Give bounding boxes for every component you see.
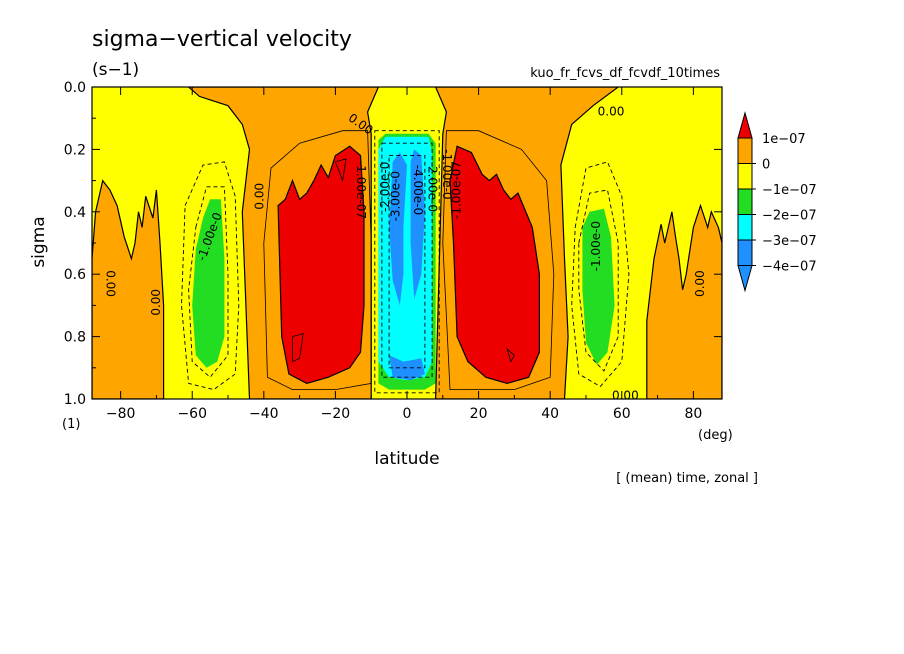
- region-blue-2: [389, 355, 425, 381]
- experiment-label: kuo_fr_fcvs_df_fcvdf_10times: [530, 66, 720, 81]
- contour-label: -1.00e-0: [589, 221, 603, 271]
- contour-label: -3.00e-0: [389, 171, 403, 221]
- color-legend: 1e−07 0 −1e−07 −2e−07 −3e−07 −4e−07: [737, 111, 817, 293]
- contour-solid-3: [646, 203, 722, 399]
- region-blue-1: [410, 149, 425, 300]
- legend-label: 0: [762, 158, 770, 173]
- contour-dashed-0: [181, 161, 240, 391]
- legend-swatch: [737, 188, 753, 215]
- contour-label: 0.00: [103, 270, 117, 297]
- contour-label: -1.00e-07: [450, 161, 464, 219]
- contour-dashed-6: [388, 155, 426, 369]
- y-tick-label: 0.2: [64, 142, 86, 158]
- x-tick-label: 40: [541, 406, 559, 422]
- contour-label: 0.00: [612, 388, 639, 402]
- axes: −80 −60 −40 −20 0 20 40 60 80 0.0 0.2 0.4 0.6 0.8 1.0: [64, 80, 723, 422]
- legend-swatch: [737, 137, 753, 164]
- plot-area: [92, 87, 722, 399]
- contour-solid-2: [434, 87, 620, 399]
- region-blue-0: [389, 152, 407, 306]
- contour-lines: [92, 87, 722, 399]
- units-label: (s−1): [92, 60, 139, 80]
- legend-arrow-top: [737, 111, 753, 139]
- y-axis-title: sigma: [29, 216, 49, 267]
- contour-solid-0: [92, 179, 165, 399]
- contour-solid-5: [449, 145, 540, 385]
- legend-label: −3e−07: [762, 234, 817, 249]
- region-red-1: [450, 146, 540, 384]
- y-axis-unit: (1): [62, 417, 80, 432]
- contour-label: 0.00: [253, 183, 267, 210]
- y-tick-label: 0.6: [64, 267, 86, 283]
- contour-thin-0: [263, 130, 372, 390]
- x-tick-label: 20: [470, 406, 488, 422]
- region-orange-0: [92, 180, 164, 399]
- footer-label: [ (mean) time, zonal ]: [616, 471, 758, 486]
- contour-dashed-4: [374, 130, 440, 394]
- contour-label: -1.00e-07: [354, 161, 368, 219]
- y-tick-label: 0.4: [64, 205, 86, 221]
- legend-label: −2e−07: [762, 209, 817, 224]
- y-tick-label: 0.8: [64, 330, 86, 346]
- x-tick-label: −40: [249, 406, 279, 422]
- x-tick-label: −20: [321, 406, 351, 422]
- y-tick-label: 0.0: [64, 80, 86, 96]
- contour-solid-1: [187, 87, 380, 399]
- y-tick-label: 1.0: [64, 392, 86, 408]
- contour-label: 0.00: [149, 289, 163, 316]
- region-orange-3: [646, 205, 722, 399]
- contour-thin-3: [506, 347, 515, 363]
- contour-thin-4: [334, 158, 347, 183]
- contour-label: 0.00: [693, 270, 707, 297]
- legend-swatch: [737, 214, 753, 241]
- legend-swatch: [737, 239, 753, 266]
- x-tick-label: 80: [684, 406, 702, 422]
- contour-label: -2.00e-0: [426, 162, 440, 212]
- contour-solid-4: [277, 145, 365, 385]
- contour-thin-1: [442, 130, 555, 390]
- contour-dashed-2: [571, 161, 630, 388]
- chart-title: sigma−vertical velocity: [92, 27, 352, 52]
- x-axis-unit: (deg): [698, 428, 733, 443]
- x-tick-label: 0: [403, 406, 412, 422]
- legend-arrow-bottom: [737, 265, 753, 293]
- contour-label: -2.00e-0: [378, 162, 392, 212]
- region-green-1: [582, 208, 615, 365]
- legend-swatch: [737, 163, 753, 190]
- legend-label: −4e−07: [762, 260, 817, 275]
- contour-label: -4.00e-0: [411, 165, 425, 215]
- x-tick-label: 60: [613, 406, 631, 422]
- contour-dashed-3: [578, 189, 619, 372]
- region-red-0: [278, 146, 364, 384]
- contour-thin-2: [292, 332, 304, 363]
- legend-label: −1e−07: [762, 183, 817, 198]
- contour-label: 0.00: [598, 104, 625, 118]
- legend-label: 1e−07: [762, 132, 806, 147]
- x-tick-label: −60: [177, 406, 207, 422]
- x-tick-label: −80: [106, 406, 136, 422]
- region-green-0: [192, 199, 225, 368]
- x-axis-title: latitude: [374, 449, 439, 469]
- contour-label: -1.00e-0: [440, 149, 454, 199]
